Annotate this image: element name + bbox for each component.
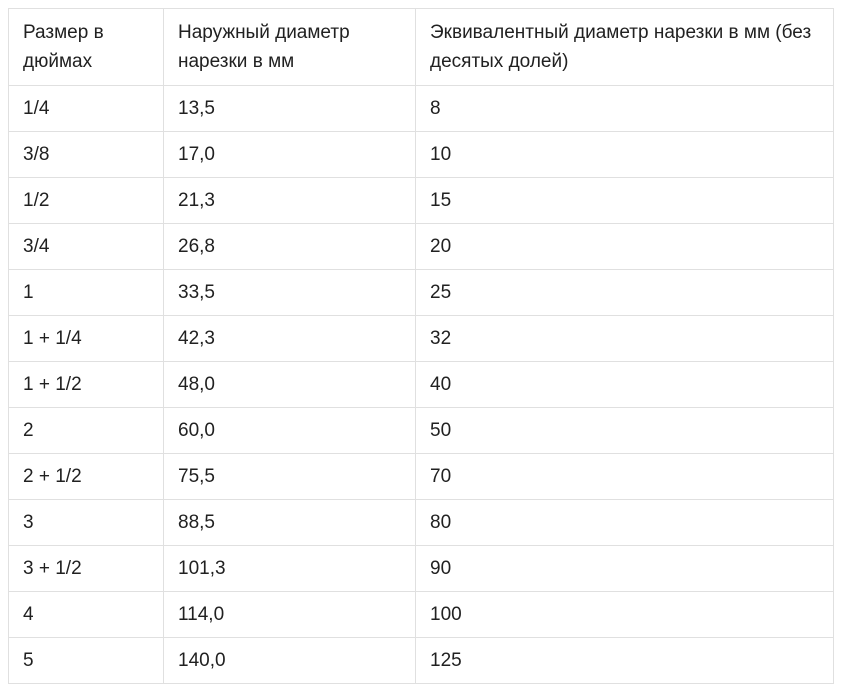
table-cell: 88,5	[163, 499, 416, 546]
column-header-1: Размер в дюймах	[8, 8, 164, 86]
table-cell: 33,5	[163, 269, 416, 316]
table-cell: 2 + 1/2	[8, 453, 164, 500]
table-header: Размер в дюймах Наружный диаметр нарезки …	[8, 8, 834, 86]
table-cell: 70	[415, 453, 834, 500]
column-header-3: Эквивалентный диаметр нарезки в мм (без …	[415, 8, 834, 86]
table-body: 1/4 13,5 8 3/8 17,0 10 1/2 21,3 15 3/4 26,8 20 1 33,5…	[8, 85, 834, 684]
table-row: 1/4 13,5 8	[8, 85, 834, 132]
table-cell: 48,0	[163, 361, 416, 408]
header-row: Размер в дюймах Наружный диаметр нарезки …	[8, 8, 834, 86]
table-cell: 40	[415, 361, 834, 408]
table-cell: 140,0	[163, 637, 416, 684]
table-cell: 3 + 1/2	[8, 545, 164, 592]
table-row: 2 60,0 50	[8, 407, 834, 454]
table-cell: 32	[415, 315, 834, 362]
table-row: 3 + 1/2 101,3 90	[8, 545, 834, 592]
table-cell: 60,0	[163, 407, 416, 454]
table-cell: 26,8	[163, 223, 416, 270]
table-cell: 1 + 1/2	[8, 361, 164, 408]
table-cell: 80	[415, 499, 834, 546]
table-cell: 21,3	[163, 177, 416, 224]
table-row: 4 114,0 100	[8, 591, 834, 638]
table-cell: 42,3	[163, 315, 416, 362]
table-cell: 3/4	[8, 223, 164, 270]
table-cell: 17,0	[163, 131, 416, 178]
table-cell: 10	[415, 131, 834, 178]
table-cell: 13,5	[163, 85, 416, 132]
table-cell: 3/8	[8, 131, 164, 178]
table-cell: 50	[415, 407, 834, 454]
table-cell: 8	[415, 85, 834, 132]
table-row: 3/8 17,0 10	[8, 131, 834, 178]
table-cell: 5	[8, 637, 164, 684]
thread-size-table: Размер в дюймах Наружный диаметр нарезки …	[8, 8, 834, 684]
table-cell: 4	[8, 591, 164, 638]
table-cell: 2	[8, 407, 164, 454]
table-cell: 25	[415, 269, 834, 316]
column-header-2: Наружный диаметр нарезки в мм	[163, 8, 416, 86]
table-cell: 1 + 1/4	[8, 315, 164, 362]
table-cell: 75,5	[163, 453, 416, 500]
table-container: Размер в дюймах Наружный диаметр нарезки …	[8, 8, 834, 684]
table-row: 1 33,5 25	[8, 269, 834, 316]
table-row: 2 + 1/2 75,5 70	[8, 453, 834, 500]
table-row: 1 + 1/4 42,3 32	[8, 315, 834, 362]
table-row: 1 + 1/2 48,0 40	[8, 361, 834, 408]
table-cell: 114,0	[163, 591, 416, 638]
table-row: 1/2 21,3 15	[8, 177, 834, 224]
table-cell: 1/4	[8, 85, 164, 132]
table-cell: 3	[8, 499, 164, 546]
table-cell: 100	[415, 591, 834, 638]
table-row: 3/4 26,8 20	[8, 223, 834, 270]
table-cell: 125	[415, 637, 834, 684]
table-cell: 15	[415, 177, 834, 224]
table-row: 5 140,0 125	[8, 637, 834, 684]
table-cell: 1/2	[8, 177, 164, 224]
table-row: 3 88,5 80	[8, 499, 834, 546]
table-cell: 101,3	[163, 545, 416, 592]
table-cell: 1	[8, 269, 164, 316]
table-cell: 90	[415, 545, 834, 592]
table-cell: 20	[415, 223, 834, 270]
